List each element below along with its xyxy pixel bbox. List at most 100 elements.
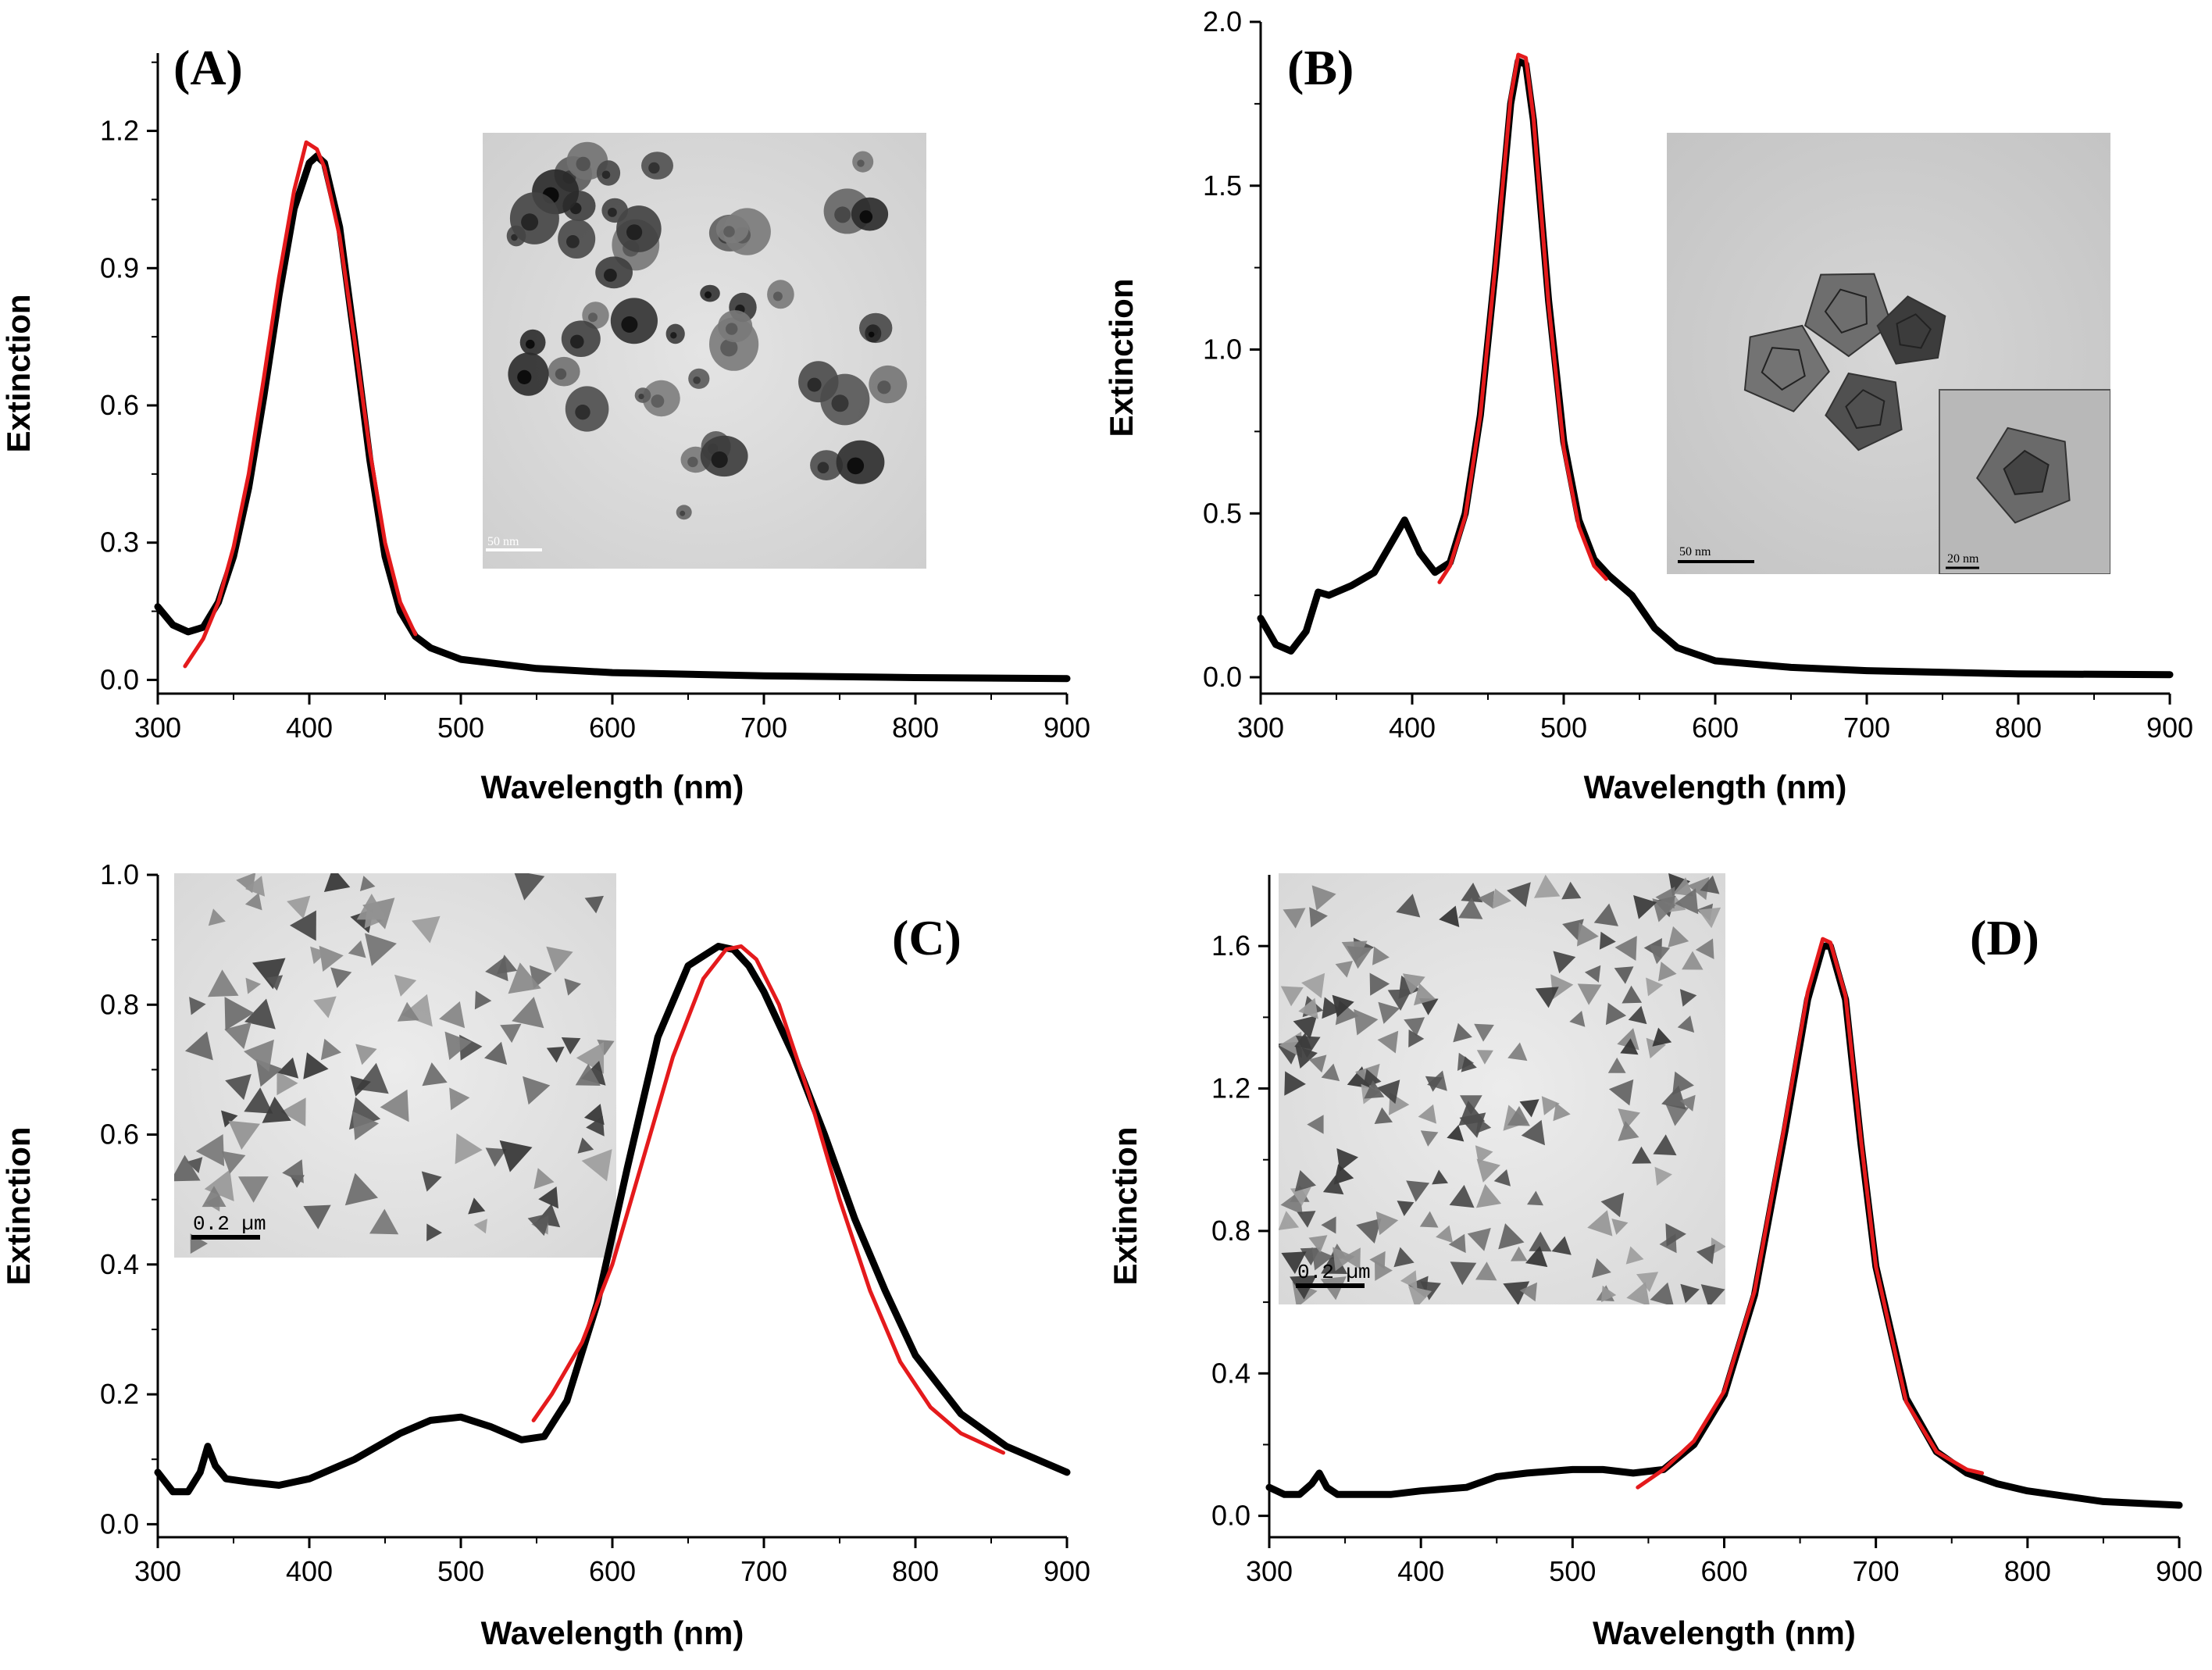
nanoprism: [1377, 1030, 1399, 1054]
nanoprism: [514, 873, 545, 901]
nanoprism: [1675, 888, 1699, 915]
y-tick-label: 0.9: [100, 252, 139, 284]
y-tick-label: 0.0: [1203, 661, 1242, 693]
nanoprism: [1408, 1286, 1432, 1304]
nanoprism: [512, 997, 544, 1029]
nanoprism: [1553, 951, 1576, 974]
nanoprism: [1393, 1247, 1415, 1268]
nanoprism: [1335, 961, 1353, 978]
series-fit-line: [183, 140, 418, 669]
nanoprism: [1404, 1017, 1425, 1037]
nanoprism: [1333, 1164, 1354, 1185]
nanoprism: [1298, 997, 1318, 1019]
nanoprism: [1475, 1261, 1497, 1281]
nanoprism: [1527, 1190, 1543, 1206]
nanoprism: [422, 1062, 448, 1087]
nanoprism: [1281, 1251, 1307, 1274]
nanoprism: [1425, 1076, 1443, 1092]
nanoprism: [352, 1111, 379, 1140]
nanoprism: [204, 1169, 234, 1201]
nanoprism: [1279, 1031, 1303, 1058]
nanoprism: [575, 1063, 601, 1086]
decahedron: [1876, 295, 1946, 365]
panel-label: (B): [1287, 40, 1354, 95]
nanosphere-core: [566, 235, 580, 248]
nanosphere-core: [705, 291, 712, 298]
nanoprism: [282, 1159, 304, 1183]
nanoprism: [485, 1147, 507, 1167]
series-fit-line: [1636, 937, 1985, 1490]
y-tick-label: 0.4: [1211, 1357, 1250, 1389]
y-tick-label: 1.2: [100, 115, 139, 147]
y-tick-label: 0.6: [100, 1119, 139, 1151]
nanoprism: [1375, 1211, 1399, 1236]
nanoprism: [1632, 1146, 1652, 1164]
nanoprism: [310, 946, 327, 965]
series-fit-line: [1437, 52, 1608, 584]
nanosphere-core: [723, 226, 735, 237]
nanoprism: [1493, 1169, 1511, 1186]
nanoprism: [561, 1037, 581, 1054]
nanoprism: [225, 1074, 252, 1101]
nanoprism: [1280, 986, 1304, 1007]
nanosphere-core: [570, 334, 584, 349]
nanoprism: [426, 1223, 442, 1242]
nanoprism: [1294, 1033, 1312, 1049]
nanoprism: [290, 910, 316, 941]
nanoprism: [1283, 908, 1306, 929]
nanoprism: [1475, 1183, 1502, 1208]
y-tick-label: 0.0: [100, 663, 139, 695]
nanoprism: [359, 876, 376, 891]
nanosphere-core: [817, 462, 830, 473]
chart-panel-c: 300 400 500 600 700 800 900 0.0 0.2 0.4 0.6 0.8 1.0 W…: [0, 858, 1090, 1651]
nanoprism: [1420, 1130, 1439, 1147]
nanoprism: [1687, 876, 1710, 901]
nanosphere-core: [726, 323, 738, 335]
nanoprism: [266, 975, 284, 991]
nanosphere-core: [807, 377, 822, 392]
nanoprism: [245, 977, 261, 994]
nanoprism: [1636, 1272, 1659, 1293]
nanoprism: [1402, 973, 1425, 995]
decahedron-facet: [1845, 389, 1886, 430]
nanoprism: [1529, 1231, 1552, 1252]
nanoprism: [1307, 1115, 1324, 1134]
nanoprism: [1541, 1096, 1560, 1115]
nanosphere-core: [604, 269, 617, 282]
nanoprism: [245, 876, 266, 897]
decahedron-facet: [1824, 288, 1868, 334]
nanoprism: [262, 1097, 291, 1123]
nanoprism: [1665, 1104, 1689, 1126]
tem-particles: [1743, 273, 2110, 574]
nanoprism: [1436, 1225, 1454, 1244]
nanoprism: [1650, 1282, 1674, 1304]
nanoprism: [1553, 1102, 1571, 1122]
nanoprism: [280, 1097, 306, 1126]
nanoprism: [221, 1151, 246, 1174]
y-axis-title: Extinction: [0, 1126, 37, 1285]
nanoprism: [1551, 1236, 1572, 1255]
nanoprism: [277, 1057, 299, 1079]
nanoprism: [224, 997, 255, 1031]
nanosphere-core: [831, 394, 849, 412]
nanoprism: [1679, 1094, 1696, 1112]
nanoprism: [1649, 944, 1671, 965]
x-tick-label: 700: [1843, 712, 1890, 744]
nanoprism: [1476, 1050, 1493, 1065]
nanoprism: [1333, 1247, 1355, 1272]
nanoprism: [323, 873, 351, 892]
nanoprism: [1511, 1246, 1528, 1261]
nanosphere-core: [608, 208, 617, 217]
nanoprism: [1584, 965, 1601, 983]
nanoprism: [1601, 1285, 1617, 1303]
nanoprism: [195, 1134, 225, 1167]
x-tick-label: 300: [1237, 712, 1284, 744]
x-tick-label: 400: [286, 712, 333, 744]
nanoprism: [584, 895, 604, 914]
nanoprism: [1279, 1211, 1300, 1230]
nanoprism: [1605, 1002, 1627, 1026]
nanoprism: [1492, 888, 1511, 909]
nanoprism: [1322, 1175, 1344, 1195]
nanoprism: [1591, 1258, 1611, 1278]
